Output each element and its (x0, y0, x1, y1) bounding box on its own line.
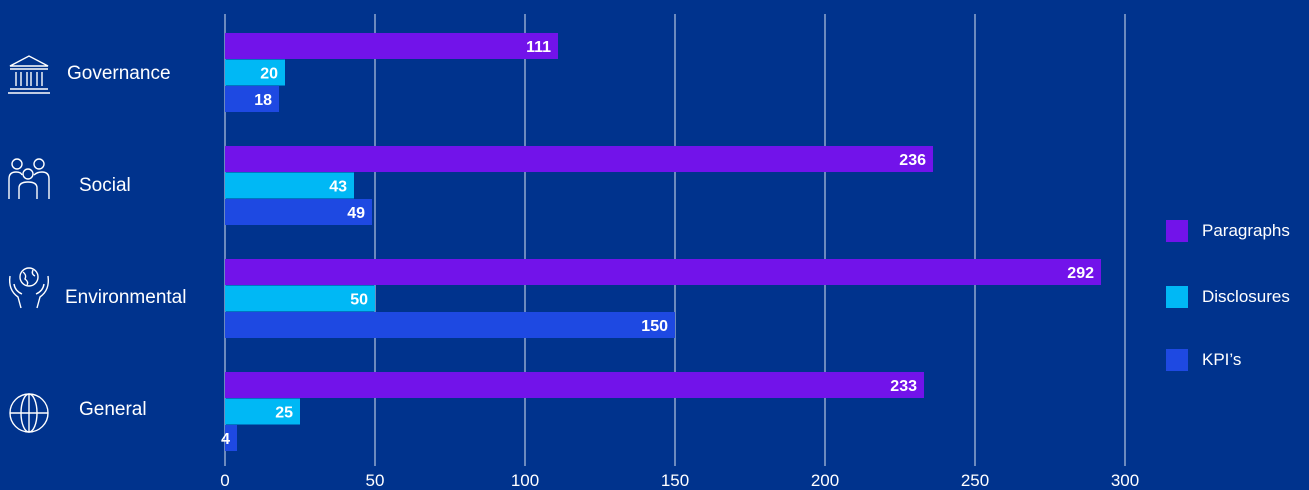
bar-value-label: 43 (329, 179, 347, 196)
bar (225, 199, 372, 225)
bar-value-label: 150 (641, 318, 668, 335)
bar (225, 398, 300, 425)
category-label-governance: Governance (67, 63, 171, 84)
bar-value-label: 4 (221, 431, 230, 448)
x-tick-label: 200 (811, 471, 839, 490)
bar (225, 86, 279, 112)
legend-item-paragraphs: Paragraphs (1166, 220, 1290, 242)
bar (225, 425, 237, 451)
bar (225, 59, 285, 86)
bar (225, 312, 675, 338)
bar-value-label: 49 (347, 205, 365, 222)
bar (225, 285, 375, 312)
x-tick-label: 0 (220, 471, 229, 490)
legend-label-kpis: KPI’s (1202, 350, 1242, 369)
globe-icon (9, 393, 49, 433)
bar (225, 372, 924, 398)
bar (225, 259, 1101, 285)
bank-icon (8, 55, 50, 94)
category-label-social: Social (79, 175, 131, 196)
bar-value-label: 50 (350, 292, 368, 309)
bar-value-label: 236 (899, 152, 926, 169)
legend-item-disclosures: Disclosures (1166, 286, 1290, 308)
legend-label-paragraphs: Paragraphs (1202, 221, 1290, 240)
bar-value-label: 25 (275, 405, 293, 422)
category-label-environmental: Environmental (65, 287, 187, 308)
bar (225, 33, 558, 59)
globe-in-hands-icon (8, 267, 50, 309)
bar-value-label: 233 (890, 378, 917, 395)
x-tick-label: 250 (961, 471, 989, 490)
bar-value-label: 20 (260, 66, 278, 83)
legend-label-disclosures: Disclosures (1202, 287, 1290, 306)
x-tick-label: 100 (511, 471, 539, 490)
category-label-general: General (79, 399, 147, 420)
legend-item-kpis: KPI’s (1166, 349, 1241, 371)
legend-swatch-kpis (1166, 349, 1188, 371)
bar-value-label: 292 (1067, 265, 1094, 282)
legend-swatch-disclosures (1166, 286, 1188, 308)
bar (225, 146, 933, 172)
x-tick-label: 150 (661, 471, 689, 490)
x-tick-label: 50 (366, 471, 385, 490)
people-icon (8, 158, 50, 199)
bar-value-label: 111 (526, 39, 551, 56)
bar (225, 172, 354, 199)
bar-value-label: 18 (254, 92, 272, 109)
legend-swatch-paragraphs (1166, 220, 1188, 242)
x-tick-label: 300 (1111, 471, 1139, 490)
